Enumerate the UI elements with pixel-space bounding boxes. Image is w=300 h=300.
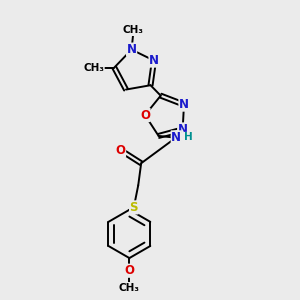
- Text: O: O: [116, 143, 126, 157]
- Text: N: N: [178, 123, 188, 136]
- Text: CH₃: CH₃: [83, 62, 104, 73]
- Text: N: N: [179, 98, 189, 111]
- Text: O: O: [124, 264, 134, 277]
- Text: CH₃: CH₃: [119, 283, 140, 292]
- Text: H: H: [184, 132, 193, 142]
- Text: N: N: [149, 54, 159, 67]
- Text: S: S: [130, 201, 138, 214]
- Text: N: N: [171, 131, 181, 144]
- Text: N: N: [127, 43, 136, 56]
- Text: CH₃: CH₃: [123, 26, 144, 35]
- Text: O: O: [140, 109, 150, 122]
